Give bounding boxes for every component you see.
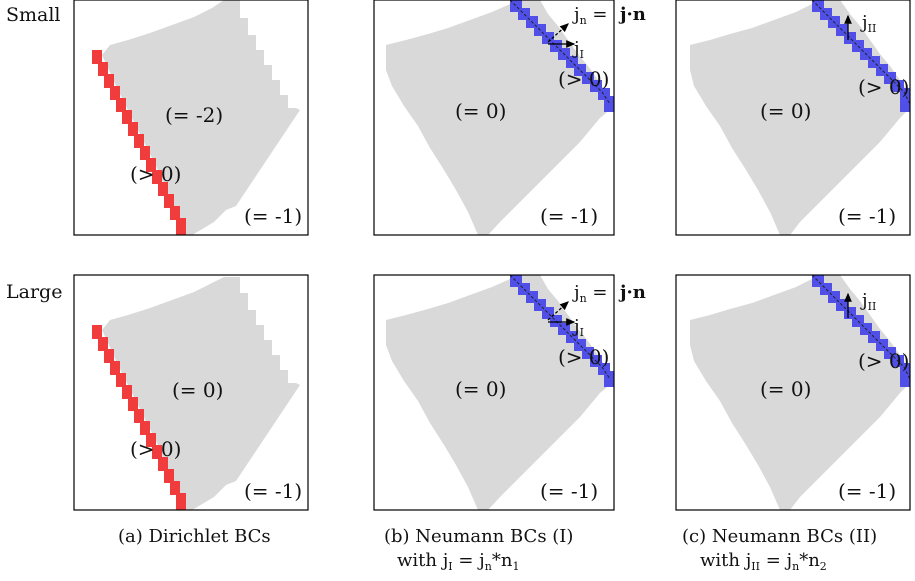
- panel-b-large: jn = j·n jI (> 0) (= 0) (= -1): [373, 274, 646, 511]
- normal-arrow: [547, 23, 569, 43]
- jdotn-label: j·n: [618, 4, 646, 25]
- label-lower: (= -1): [838, 479, 896, 503]
- gray-region: [102, 0, 300, 235]
- gray-region: [690, 0, 910, 235]
- label-main: (= 0): [455, 377, 506, 401]
- neumann-boundary: [811, 0, 910, 112]
- label-main: (= 0): [455, 99, 506, 123]
- jflux-label: jII: [860, 290, 876, 313]
- jn-label: jn =: [572, 4, 608, 27]
- label-main: (= 0): [760, 377, 811, 401]
- row-label-large: Large: [6, 281, 62, 303]
- label-lower: (= -1): [540, 204, 598, 228]
- panel-frame: [73, 274, 309, 511]
- dirichlet-boundary: [92, 325, 186, 510]
- dirichlet-boundary: [92, 50, 186, 235]
- label-lower: (= -1): [838, 204, 896, 228]
- label-pos: (> 0): [558, 67, 609, 91]
- label-lower: (= -1): [244, 479, 302, 503]
- label-main: (= -2): [165, 103, 223, 127]
- panel-a-large: (= 0) (> 0) (= -1): [73, 274, 309, 511]
- panel-frame: [675, 0, 911, 236]
- label-main: (= 0): [760, 99, 811, 123]
- label-lower: (= -1): [244, 204, 302, 228]
- jflux-label: jII: [860, 12, 876, 35]
- panel-frame: [675, 274, 911, 511]
- caption-b-formula: with jI = jn*n1: [397, 550, 519, 573]
- label-pos: (> 0): [130, 437, 181, 461]
- caption-b: (b) Neumann BCs (I): [384, 526, 573, 547]
- label-main: (= 0): [172, 378, 223, 402]
- panel-c-large: jII (> 0) (= 0) (= -1): [675, 274, 911, 511]
- panel-frame: [73, 0, 309, 236]
- label-lower: (= -1): [540, 479, 598, 503]
- caption-a: (a) Dirichlet BCs: [118, 526, 271, 547]
- panel-frame: [373, 0, 615, 236]
- normal-arrow: [547, 301, 569, 321]
- neumann-boundary: [811, 275, 910, 387]
- row-label-small: Small: [6, 4, 61, 26]
- gray-region: [102, 277, 300, 510]
- label-pos: (> 0): [130, 162, 181, 186]
- panel-a-small: (= -2) (> 0) (= -1): [73, 0, 309, 236]
- gray-region: [386, 275, 612, 510]
- neumann-boundary: [509, 0, 614, 112]
- label-pos: (> 0): [558, 345, 609, 369]
- neumann-boundary: [509, 275, 614, 387]
- jdotn-label: j·n: [618, 282, 646, 303]
- label-pos: (> 0): [858, 349, 909, 373]
- caption-c: (c) Neumann BCs (II): [682, 526, 877, 547]
- jflux-label: jI: [572, 316, 584, 339]
- label-pos: (> 0): [858, 75, 909, 99]
- panel-c-small: jII (> 0) (= 0) (= -1): [675, 0, 911, 236]
- gray-region: [690, 275, 910, 510]
- gray-region: [386, 0, 612, 235]
- caption-c-formula: with jII = jn*n2: [700, 550, 827, 573]
- panel-b-small: jn = j·n jI (> 0) (= 0) (= -1): [373, 0, 646, 236]
- jflux-label: jI: [572, 38, 584, 61]
- jn-label: jn =: [572, 282, 608, 305]
- panel-frame: [373, 274, 615, 511]
